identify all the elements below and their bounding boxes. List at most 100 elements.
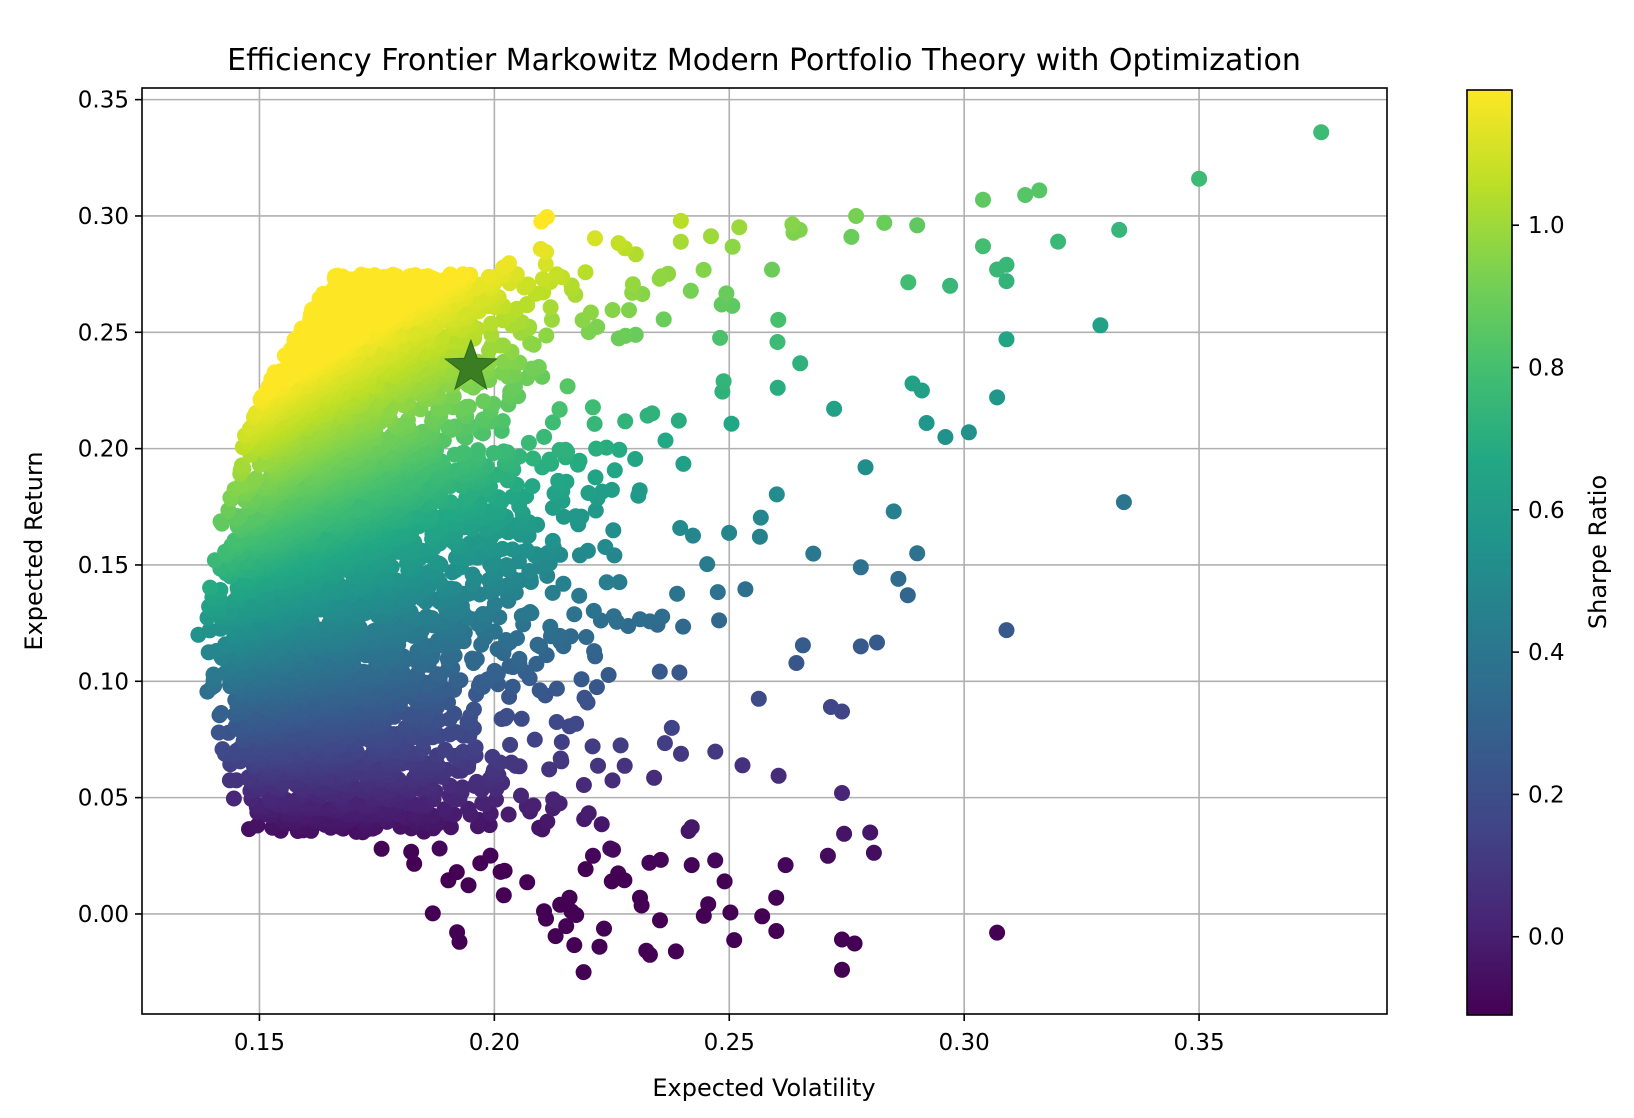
portfolio-point: [370, 621, 387, 638]
portfolio-point: [327, 268, 344, 285]
portfolio-point: [890, 570, 907, 587]
portfolio-point: [448, 724, 465, 741]
y-axis-ticks: 0.000.050.100.150.200.250.300.35: [78, 88, 142, 928]
portfolio-point: [1092, 317, 1109, 334]
portfolio-point: [536, 903, 552, 920]
portfolio-point: [548, 680, 565, 697]
portfolio-point: [672, 212, 689, 229]
portfolio-point: [582, 304, 599, 321]
portfolio-point: [418, 608, 435, 625]
portfolio-point: [909, 545, 926, 562]
portfolio-point: [480, 268, 497, 285]
portfolio-point: [511, 650, 528, 667]
portfolio-point: [483, 338, 500, 355]
portfolio-point: [529, 636, 546, 653]
portfolio-point: [442, 266, 459, 283]
portfolio-point: [424, 905, 441, 922]
colorbar-tick-label: 0.4: [1528, 640, 1565, 666]
portfolio-point: [610, 235, 627, 252]
portfolio-point: [750, 690, 767, 707]
portfolio-point: [373, 840, 390, 857]
portfolio-point: [644, 405, 661, 422]
portfolio-point: [777, 857, 794, 874]
portfolio-point: [353, 266, 370, 283]
portfolio-point: [577, 861, 594, 878]
portfolio-point: [437, 741, 454, 758]
portfolio-point: [604, 302, 621, 318]
portfolio-point: [899, 587, 916, 604]
x-axis-ticks: 0.15 0.20 0.25 0.30 0.35: [234, 1014, 1225, 1056]
portfolio-point: [517, 276, 534, 293]
colorbar-tick-label: 1.0: [1528, 213, 1565, 239]
portfolio-point: [213, 705, 230, 721]
portfolio-point: [876, 214, 893, 231]
portfolio-point: [559, 378, 576, 395]
portfolio-point: [709, 584, 726, 601]
portfolio-point: [431, 840, 448, 857]
portfolio-point: [721, 524, 738, 541]
portfolio-point: [315, 285, 332, 302]
x-tick-label: 0.20: [469, 1030, 520, 1056]
portfolio-point: [998, 622, 1015, 639]
portfolio-point: [442, 819, 459, 836]
portfolio-point: [524, 478, 541, 495]
portfolio-point: [1313, 124, 1330, 141]
portfolio-point: [610, 865, 627, 882]
portfolio-point: [519, 874, 536, 891]
portfolio-point: [918, 415, 935, 431]
portfolio-point: [214, 741, 231, 758]
portfolio-point: [532, 241, 549, 257]
portfolio-point: [852, 638, 869, 655]
portfolio-point: [200, 644, 217, 661]
portfolio-point: [575, 964, 592, 981]
portfolio-point: [548, 714, 565, 730]
portfolio-point: [670, 412, 687, 429]
portfolio-point: [723, 415, 740, 432]
portfolio-point: [937, 429, 954, 445]
portfolio-point: [699, 556, 716, 573]
portfolio-point: [784, 216, 801, 233]
portfolio-point: [485, 445, 502, 461]
portfolio-point: [205, 666, 222, 683]
portfolio-point: [585, 602, 602, 619]
portfolio-point: [724, 238, 741, 255]
portfolio-point: [538, 209, 555, 225]
portfolio-point: [869, 634, 885, 651]
portfolio-point: [1031, 182, 1048, 199]
portfolio-point: [551, 401, 568, 418]
portfolio-point: [672, 520, 689, 536]
portfolio-point: [552, 750, 569, 767]
portfolio-point: [212, 513, 229, 530]
portfolio-point: [543, 311, 560, 328]
portfolio-point: [248, 470, 264, 487]
portfolio-point: [675, 618, 692, 635]
portfolio-point: [768, 923, 785, 939]
y-tick-label: 0.30: [78, 204, 129, 230]
portfolio-point: [669, 585, 686, 602]
colorbar-tick-label: 0.6: [1528, 498, 1565, 524]
portfolio-point: [542, 299, 559, 316]
portfolio-point: [718, 285, 735, 302]
portfolio-point: [555, 508, 572, 525]
y-tick-label: 0.00: [78, 902, 129, 928]
portfolio-point: [484, 748, 501, 765]
portfolio-point: [707, 852, 724, 869]
colorbar-tick-label: 0.8: [1528, 356, 1565, 382]
portfolio-point: [449, 924, 466, 941]
portfolio-point: [522, 335, 539, 352]
portfolio-point: [545, 791, 562, 808]
portfolio-point: [508, 300, 525, 317]
portfolio-point: [909, 217, 926, 234]
portfolio-point: [822, 699, 839, 715]
y-tick-label: 0.35: [78, 88, 129, 114]
portfolio-point: [805, 545, 822, 562]
portfolio-point: [571, 452, 588, 469]
portfolio-point: [711, 612, 728, 629]
portfolio-point: [752, 509, 769, 526]
portfolio-point: [414, 423, 431, 440]
portfolio-point: [654, 608, 671, 625]
portfolio-point: [503, 754, 520, 771]
portfolio-point: [770, 311, 787, 328]
portfolio-point: [568, 715, 585, 732]
portfolio-point: [611, 441, 628, 458]
